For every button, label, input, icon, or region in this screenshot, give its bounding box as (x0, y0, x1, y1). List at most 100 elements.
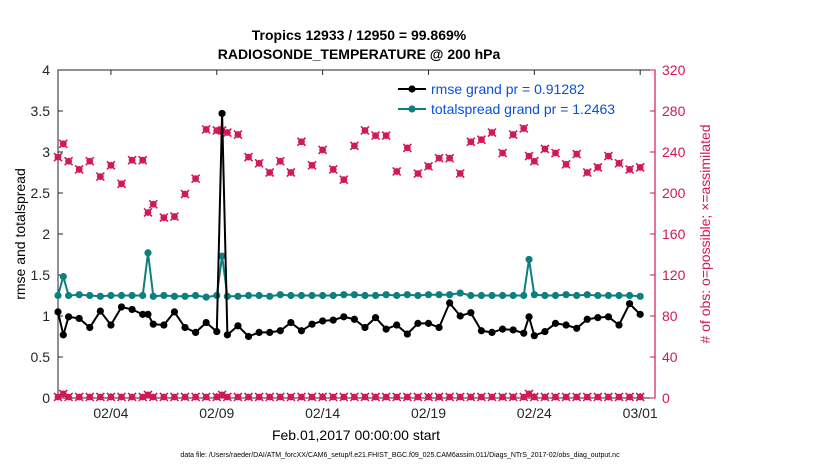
assimilated-obs-cross (95, 172, 105, 182)
rmse-series-point (181, 323, 189, 332)
totalspread-series (54, 249, 644, 301)
rmse-series-point (117, 303, 126, 311)
totalspread-series-point (350, 291, 358, 299)
possible-obs-cross (466, 392, 476, 402)
assimilated-obs-cross (148, 199, 158, 209)
rmse-series-point (382, 325, 390, 333)
assimilated-obs-cross (116, 179, 127, 189)
rmse-series-point (139, 310, 147, 318)
series-layer (53, 109, 645, 402)
possible-obs-cross (370, 392, 381, 402)
y-tick-label: 2 (42, 226, 50, 242)
assimilated-obs-cross (53, 152, 63, 162)
assimilated-obs-cross (572, 149, 582, 159)
rmse-series-point (551, 319, 560, 327)
assimilated-obs-cross (413, 168, 423, 179)
rmse-series-point (128, 305, 136, 314)
possible-obs-cross (572, 392, 582, 402)
legend-rmse-label: rmse grand pr = 0.91282 (431, 81, 585, 97)
assimilated-obs-cross (265, 167, 275, 178)
assimilated-obs-cross (85, 156, 95, 166)
rmse-series-point (604, 313, 613, 321)
x-axis: 02/04 02/09 02/14 02/19 02/24 03/01 (93, 70, 658, 421)
rmse-series-point (340, 313, 348, 321)
totalspread-series-point (308, 291, 316, 300)
assimilated-obs-cross (582, 167, 592, 178)
x-tick-label: 02/24 (517, 405, 552, 421)
assimilated-obs-cross (328, 164, 338, 174)
possible-obs-cross (603, 392, 613, 402)
assimilated-obs-cross (593, 162, 603, 172)
possible-obs-cross (529, 392, 539, 402)
assimilated-obs-cross (296, 137, 307, 147)
possible-obs-cross (392, 392, 402, 402)
y-axis-left: 0 0.5 1 1.5 2 2.5 3 3.5 4 (31, 62, 63, 406)
rmse-series-point (393, 321, 401, 329)
x-tick-label: 03/01 (623, 405, 658, 421)
totalspread-series-point (498, 291, 507, 300)
possible-obs-cross (476, 392, 486, 402)
totalspread-series-point (255, 291, 263, 300)
possible-obs-cross (148, 392, 158, 402)
possible-obs-cross (127, 392, 137, 402)
rmse-series-point (562, 321, 570, 329)
totalspread-series-point (361, 291, 369, 300)
rmse-series-point (435, 323, 443, 332)
y-right-tick-label: 0 (662, 390, 670, 406)
possible-obs-cross (434, 392, 444, 402)
totalspread-series-point (192, 291, 200, 300)
assimilated-obs-cross (349, 141, 359, 151)
assimilated-obs-cross (561, 159, 571, 169)
assimilated-obs-cross (64, 156, 74, 166)
rmse-series-point (446, 299, 454, 307)
rmse-series-point (202, 318, 210, 327)
assimilated-obs-cross (381, 131, 391, 141)
rmse-series-point (498, 325, 507, 333)
totalspread-series-point (181, 292, 189, 300)
y-tick-label: 3.5 (31, 103, 51, 119)
totalspread-series-point (530, 291, 538, 299)
assimilated-obs-cross (614, 158, 624, 168)
possible-obs-cross (286, 392, 296, 402)
possible-obs-cross (275, 392, 285, 402)
totalspread-series-point (128, 291, 136, 300)
rmse-series-point (192, 328, 200, 336)
assimilated-obs-cross (143, 207, 153, 218)
possible-obs-cross (593, 392, 603, 402)
assimilated-obs-cross (254, 158, 264, 168)
assimilated-obs-cross (392, 166, 402, 177)
assimilated-obs-cross (159, 213, 169, 223)
x-tick-label: 02/09 (199, 405, 234, 421)
assimilated-obs-cross (243, 152, 254, 162)
assimilated-obs-cross (370, 131, 381, 141)
possible-obs-cross (159, 392, 169, 402)
possible-obs-cross (85, 392, 95, 402)
assimilated-obs-cross (201, 124, 211, 135)
possible-obs-cross (64, 392, 74, 402)
totalspread-series-point (202, 293, 210, 301)
possible-obs-cross (381, 392, 391, 402)
assimilated-obs-cross (519, 123, 529, 133)
rmse-series-point (520, 329, 528, 337)
possible-obs-cross (635, 392, 645, 402)
possible-obs-cross (582, 392, 592, 402)
rmse-series-point (107, 321, 115, 329)
y-axis-label: rmse and totalspread (12, 168, 28, 300)
rmse-series-point (75, 314, 83, 323)
assimilated-obs-cross (307, 160, 317, 170)
possible-obs-cross (265, 392, 275, 402)
possible-obs-cross (360, 392, 370, 402)
totalspread-series-point (107, 291, 115, 300)
assimilated-obs-cross (508, 130, 518, 140)
assimilated-obs-cross (233, 130, 243, 140)
totalspread-series-point (149, 292, 157, 300)
totalspread-series-point (244, 291, 253, 300)
totalspread-series-point (509, 291, 517, 300)
rmse-series-point (456, 312, 464, 320)
rmse-series-point (276, 327, 284, 335)
x-tick-label: 02/04 (93, 405, 128, 421)
y-right-tick-label: 320 (662, 62, 686, 78)
y-right-tick-label: 240 (662, 144, 686, 160)
totalspread-series-point (96, 292, 104, 300)
rmse-series (54, 109, 644, 341)
